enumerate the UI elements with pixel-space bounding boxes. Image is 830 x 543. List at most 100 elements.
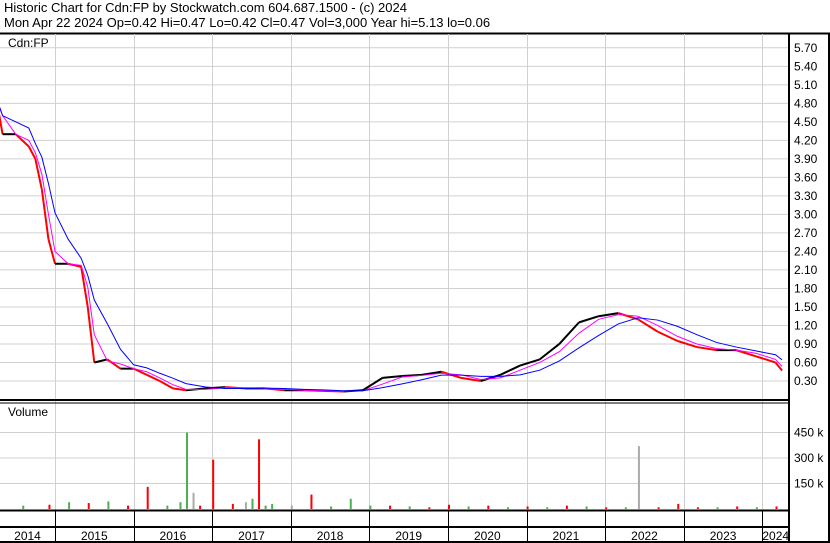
price-segment: [402, 373, 422, 378]
volume-bar: [212, 459, 215, 509]
year-label: 2022: [631, 529, 658, 543]
volume-label: Volume: [8, 405, 48, 419]
price-tick-label: 1.20: [794, 318, 818, 332]
price-tick-label: 5.10: [794, 78, 818, 92]
short-moving-average-line: [0, 106, 783, 392]
price-segment: [34, 158, 43, 190]
price-segment: [676, 339, 698, 349]
volume-tick-label: 150 k: [794, 477, 824, 491]
volume-bar: [408, 506, 411, 509]
price-tick-label: 0.90: [794, 337, 818, 351]
price-tick-label: 1.80: [794, 281, 818, 295]
volume-bar: [127, 505, 130, 509]
volume-bar: [657, 507, 660, 509]
volume-bar: [290, 505, 293, 509]
symbol-label: Cdn:FP: [8, 36, 49, 50]
volume-bar: [487, 505, 490, 509]
volume-bar: [199, 505, 202, 509]
price-tick-label: 5.40: [794, 59, 818, 73]
year-label: 2023: [710, 529, 737, 543]
volume-bar: [605, 507, 608, 509]
price-segment: [539, 343, 560, 361]
volume-tick-label: 450 k: [794, 426, 824, 440]
price-tick-label: 2.70: [794, 226, 818, 240]
price-tick-label: 1.50: [794, 300, 818, 314]
price-segment: [421, 370, 442, 376]
year-label: 2014: [14, 529, 41, 543]
price-segment: [0, 113, 4, 135]
volume-tick-label: 300 k: [794, 451, 824, 465]
price-tick-label: 4.20: [794, 133, 818, 147]
volume-bar: [624, 507, 627, 509]
price-tick-label: 4.80: [794, 96, 818, 110]
volume-bar: [107, 501, 110, 509]
volume-bar: [637, 446, 640, 509]
volume-bar: [696, 507, 699, 509]
price-segment: [80, 266, 89, 308]
volume-bar: [716, 507, 719, 509]
price-segment: [15, 133, 30, 148]
volume-bar: [369, 505, 372, 509]
volume-bar: [467, 506, 470, 509]
price-tick-label: 3.00: [794, 207, 818, 221]
volume-bar: [330, 506, 333, 509]
volume-bar: [22, 505, 25, 509]
price-segment: [657, 330, 678, 342]
price-segment: [460, 376, 481, 382]
volume-bar: [244, 502, 247, 509]
price-segment: [578, 315, 599, 324]
price-tick-label: 0.30: [794, 374, 818, 388]
price-segment: [480, 373, 501, 382]
year-label: 2024: [762, 529, 789, 543]
price-segment: [382, 375, 403, 379]
chart-title: Historic Chart for Cdn:FP by Stockwatch.…: [4, 0, 407, 15]
price-segment: [696, 346, 717, 352]
price-tick-label: 3.60: [794, 170, 818, 184]
price-segment: [106, 358, 122, 370]
year-label: 2018: [317, 529, 344, 543]
price-segment: [146, 373, 161, 382]
price-tick-label: 4.50: [794, 115, 818, 129]
price-segment: [27, 146, 37, 160]
price-segment: [774, 361, 783, 372]
volume-bar: [87, 503, 90, 509]
volume-bar: [448, 504, 450, 509]
quote-summary: Mon Apr 22 2024 Op=0.42 Hi=0.47 Lo=0.42 …: [4, 15, 491, 30]
volume-bar: [48, 504, 51, 509]
volume-bar: [146, 486, 149, 509]
volume-bar: [546, 507, 549, 509]
volume-bar: [565, 505, 568, 509]
price-segment: [598, 312, 619, 318]
volume-bar: [775, 506, 778, 509]
volume-bar: [186, 432, 188, 509]
volume-bar: [349, 498, 352, 509]
volume-bar: [264, 505, 267, 509]
price-tick-label: 0.60: [794, 355, 818, 369]
price-segment: [47, 238, 56, 265]
volume-bar: [231, 503, 234, 509]
volume-bar: [258, 439, 261, 509]
price-segment: [519, 358, 540, 367]
volume-bar: [166, 505, 169, 509]
price-segment: [362, 377, 384, 392]
year-label: 2019: [395, 529, 422, 543]
price-tick-label: 2.40: [794, 244, 818, 258]
volume-bar: [271, 503, 274, 509]
volume-bar: [68, 502, 71, 509]
volume-bar: [506, 507, 509, 509]
price-tick-label: 3.90: [794, 152, 818, 166]
price-segment: [735, 349, 757, 358]
price-segment: [499, 364, 521, 376]
year-label: 2015: [81, 529, 108, 543]
year-label: 2017: [238, 529, 265, 543]
volume-bar: [677, 503, 680, 509]
volume-bar: [736, 506, 739, 509]
year-label: 2020: [474, 529, 501, 543]
volume-bar: [251, 498, 254, 509]
price-segment: [755, 355, 776, 364]
price-segment: [94, 358, 108, 364]
volume-bar: [585, 506, 588, 509]
price-segment: [40, 189, 50, 240]
